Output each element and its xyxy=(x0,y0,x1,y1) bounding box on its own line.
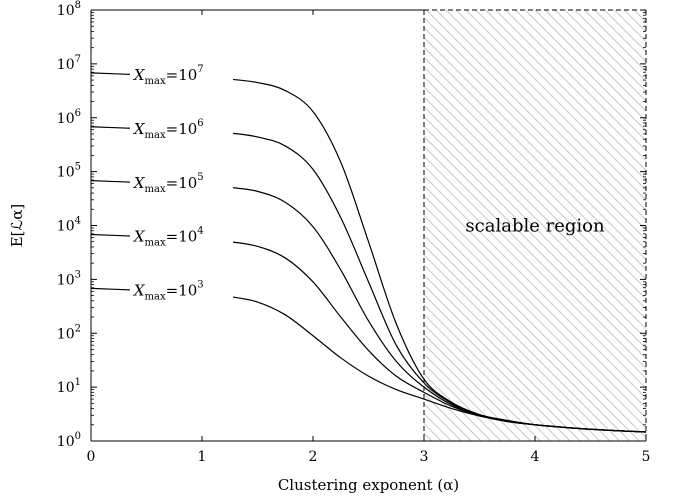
x-tick-label: 4 xyxy=(531,449,540,465)
x-tick-label: 0 xyxy=(87,449,96,465)
series-label-0: Xmax=107 xyxy=(133,64,204,87)
series-label-sub: max xyxy=(145,238,166,249)
scalable-region-label: scalable region xyxy=(465,216,605,237)
y-tick-base: 10 xyxy=(57,165,75,181)
series-label-eq: =10 xyxy=(166,174,198,192)
x-axis-label: Clustering exponent (α) xyxy=(278,476,459,494)
y-tick-base: 10 xyxy=(57,326,75,342)
y-tick-exp: 6 xyxy=(75,108,81,119)
series-label-exp: 3 xyxy=(197,280,203,291)
series-label-sub: max xyxy=(145,130,166,141)
series-label-sub: max xyxy=(145,184,166,195)
series-label-exp: 5 xyxy=(197,172,203,183)
y-tick-exp: 5 xyxy=(75,162,81,173)
y-tick-label: 102 xyxy=(57,323,81,342)
series-label-exp: 7 xyxy=(197,64,203,75)
series-label-1: Xmax=106 xyxy=(133,118,204,141)
y-tick-label: 105 xyxy=(57,162,81,181)
series-label-var: X xyxy=(133,120,146,138)
y-tick-base: 10 xyxy=(57,111,75,127)
y-tick-label: 101 xyxy=(57,377,81,396)
y-tick-label: 107 xyxy=(57,54,81,73)
y-tick-exp: 1 xyxy=(75,377,81,388)
series-label-sub: max xyxy=(145,76,166,87)
scalable-region-hatch xyxy=(424,10,646,441)
y-tick-base: 10 xyxy=(57,219,75,235)
series-label-eq: =10 xyxy=(166,228,198,246)
x-tick-label: 2 xyxy=(309,449,318,465)
series-label-var: X xyxy=(133,174,146,192)
x-tick-label: 1 xyxy=(198,449,207,465)
y-tick-label: 104 xyxy=(57,216,81,235)
series-label-eq: =10 xyxy=(166,282,198,300)
series-label-exp: 4 xyxy=(197,226,203,237)
series-label-exp: 6 xyxy=(197,118,203,129)
series-label-eq: =10 xyxy=(166,120,198,138)
series-label-4: Xmax=103 xyxy=(133,280,204,303)
y-tick-label: 108 xyxy=(57,0,81,19)
y-tick-exp: 7 xyxy=(75,54,81,65)
y-tick-label: 103 xyxy=(57,269,81,288)
y-tick-base: 10 xyxy=(57,434,75,450)
y-tick-label: 106 xyxy=(57,108,81,127)
y-tick-base: 10 xyxy=(57,57,75,73)
y-axis-label: E[ℒα] xyxy=(8,204,26,248)
series-label-2: Xmax=105 xyxy=(133,172,204,195)
y-tick-base: 10 xyxy=(57,3,75,19)
y-tick-exp: 8 xyxy=(75,0,81,11)
y-tick-exp: 3 xyxy=(75,269,81,280)
y-tick-label: 100 xyxy=(57,431,81,450)
y-tick-exp: 2 xyxy=(75,323,81,334)
series-label-var: X xyxy=(133,282,146,300)
x-tick-label: 3 xyxy=(420,449,429,465)
y-tick-base: 10 xyxy=(57,380,75,396)
series-label-3: Xmax=104 xyxy=(133,226,204,249)
y-tick-exp: 4 xyxy=(75,216,81,227)
y-tick-exp: 0 xyxy=(75,431,81,442)
x-tick-label: 5 xyxy=(642,449,651,465)
series-label-sub: max xyxy=(145,292,166,303)
series-label-eq: =10 xyxy=(166,66,198,84)
series-label-var: X xyxy=(133,66,146,84)
series-label-var: X xyxy=(133,228,146,246)
y-tick-base: 10 xyxy=(57,272,75,288)
